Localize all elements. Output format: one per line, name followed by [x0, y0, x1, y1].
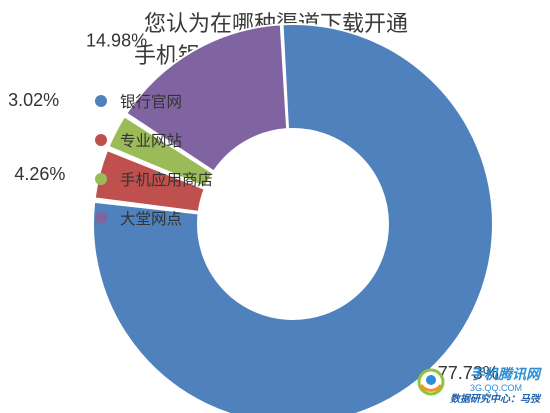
data-label-2: 4.26% — [14, 164, 65, 184]
legend-label-3: 手机应用商店 — [120, 170, 213, 189]
brand-domain: 3G.QQ.COM — [469, 383, 522, 393]
legend-marker-4 — [95, 212, 107, 224]
data-label-3: 3.02% — [8, 90, 59, 110]
data-label-4: 14.98% — [86, 30, 147, 50]
brand-credit: 数据研究中心：马弢 — [450, 394, 540, 405]
legend-marker-1 — [95, 95, 107, 107]
slice-1 — [92, 23, 494, 413]
legend-label-1: 银行官网 — [120, 93, 182, 111]
legend-label-2: 专业网站 — [120, 132, 182, 150]
donut-slices — [92, 23, 494, 413]
legend-marker-2 — [95, 134, 107, 146]
legend-marker-3 — [95, 173, 107, 185]
slice-3 — [107, 115, 215, 189]
data-label-1: 77.73% — [438, 363, 499, 383]
slice-4 — [124, 23, 289, 173]
data-labels: 77.73% 4.26% 3.02% 14.98% — [8, 30, 499, 383]
brand-name: 手机腾讯网 — [470, 367, 540, 383]
brand-watermark: 手机腾讯网 3G.QQ.COM 数据研究中心：马弢 — [417, 367, 540, 407]
tencent-logo-icon — [417, 368, 445, 396]
legend-label-4: 大堂网点 — [120, 210, 182, 228]
